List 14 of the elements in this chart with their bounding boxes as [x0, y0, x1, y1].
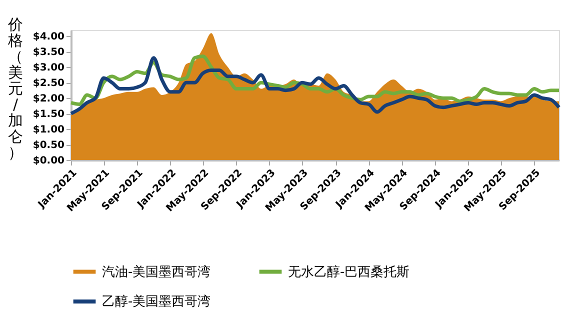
y-tick-label: $2.50: [32, 78, 65, 90]
y-tick-label: $1.00: [32, 124, 65, 136]
y-tick-label: $0.50: [32, 140, 65, 152]
text: 价格（美元/加仑）: [8, 16, 23, 162]
line-series: [69, 56, 561, 116]
y-tick-label: $4.00: [32, 32, 65, 43]
y-tick-label: $3.00: [32, 62, 65, 74]
y-tick-label: $1.50: [32, 109, 65, 120]
legend-label: 无水乙醇-巴西桑托斯: [288, 264, 410, 280]
legend-label: 乙醇-美国墨西哥湾: [102, 294, 211, 310]
legend-label: 汽油-美国墨西哥湾: [102, 264, 211, 280]
y-tick-label: $2.00: [32, 94, 65, 105]
y-tick-label: $3.50: [32, 47, 65, 58]
y-tick-label: $0.00: [32, 156, 65, 166]
